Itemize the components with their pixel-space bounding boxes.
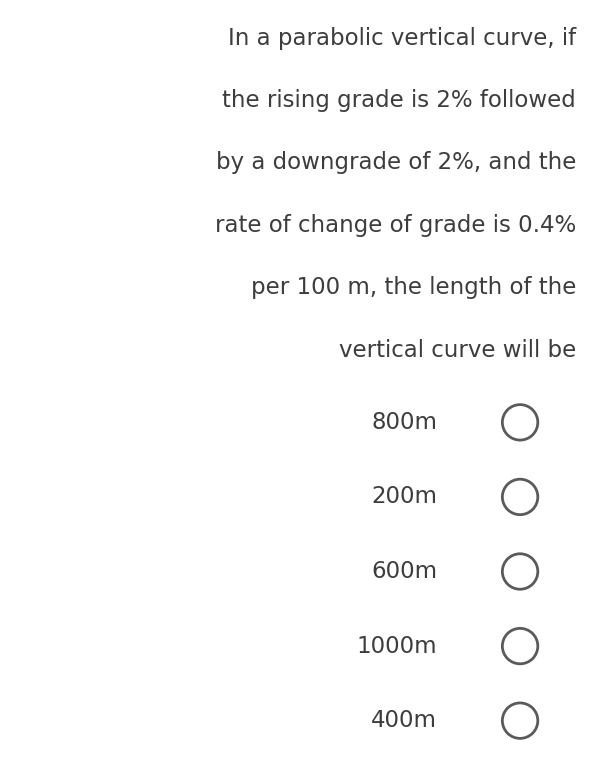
Text: 1000m: 1000m xyxy=(357,635,437,658)
Text: rate of change of grade is 0.4%: rate of change of grade is 0.4% xyxy=(215,214,576,237)
Text: In a parabolic vertical curve, if: In a parabolic vertical curve, if xyxy=(228,27,576,49)
Text: vertical curve will be: vertical curve will be xyxy=(339,339,576,361)
Text: 600m: 600m xyxy=(371,560,437,583)
Text: 800m: 800m xyxy=(371,411,437,434)
Text: 200m: 200m xyxy=(371,486,437,508)
Text: per 100 m, the length of the: per 100 m, the length of the xyxy=(251,276,576,299)
Text: the rising grade is 2% followed: the rising grade is 2% followed xyxy=(222,89,576,112)
Text: by a downgrade of 2%, and the: by a downgrade of 2%, and the xyxy=(216,151,576,174)
Text: 400m: 400m xyxy=(371,709,437,732)
